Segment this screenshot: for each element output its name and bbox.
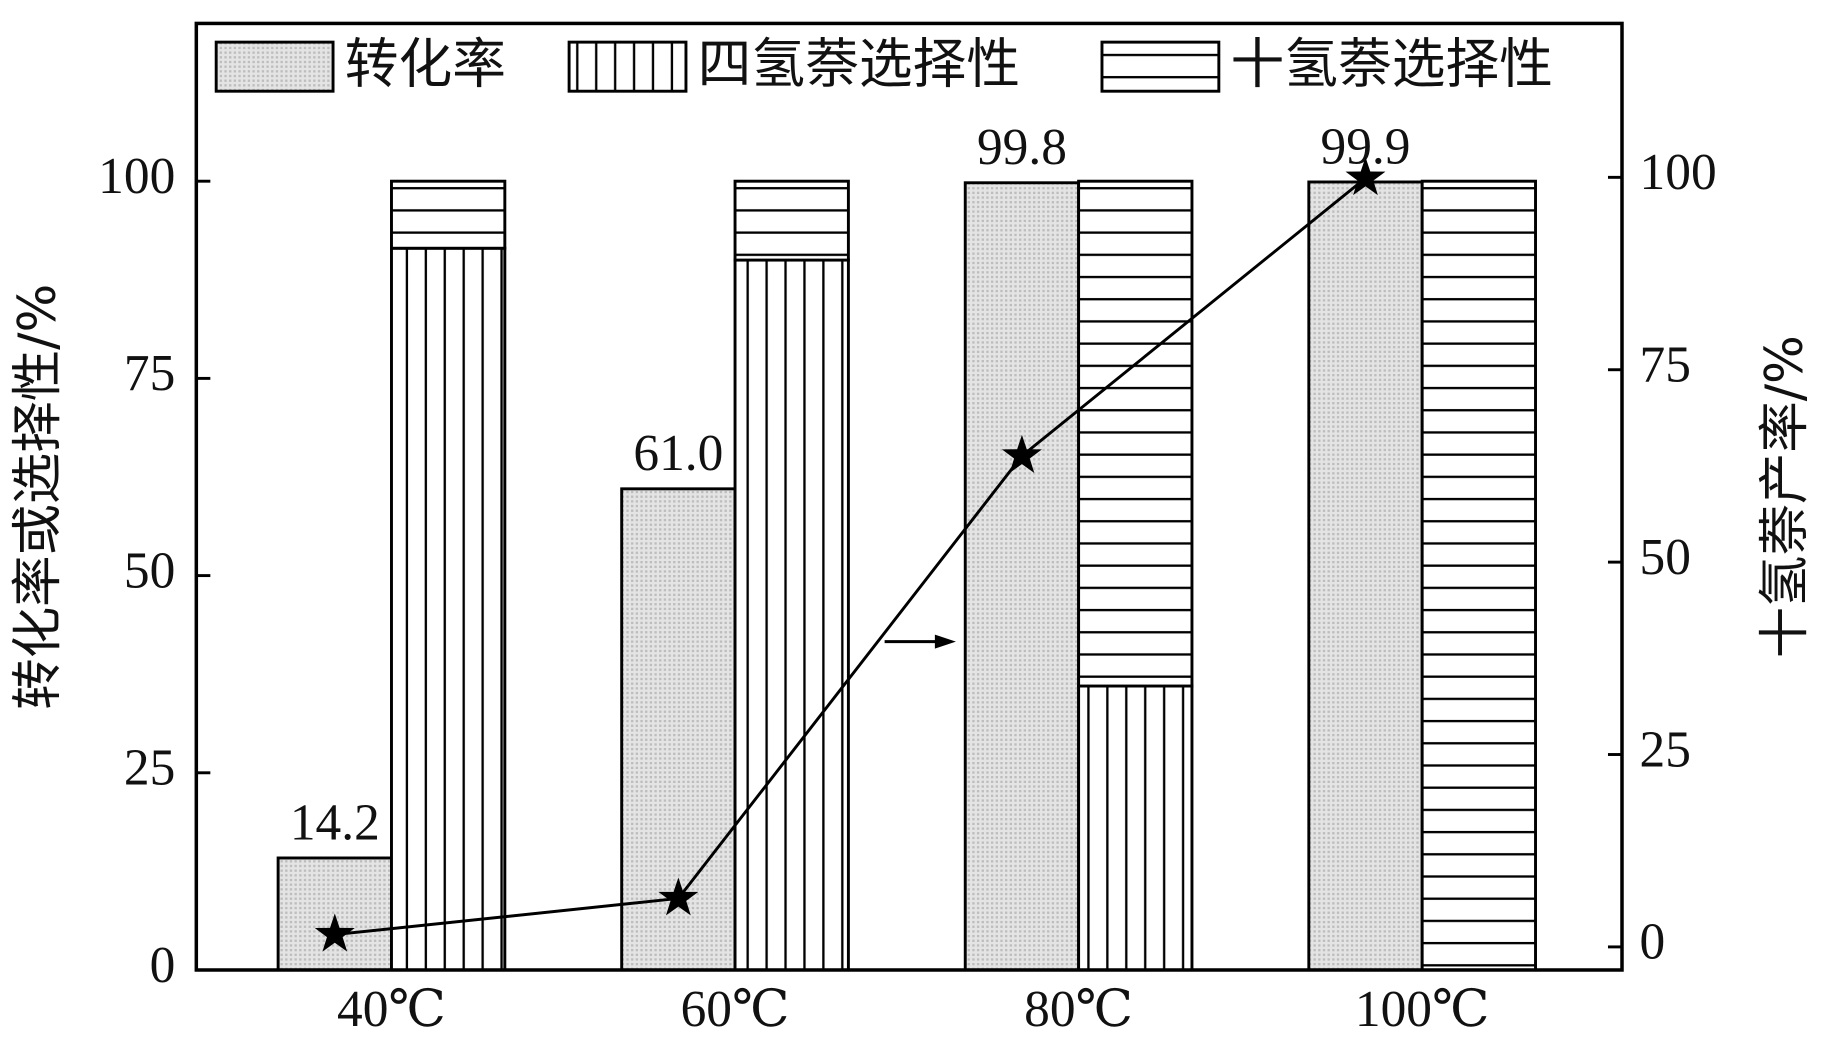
x-tick-label: 100℃: [1355, 981, 1490, 1038]
annotation-arrow: [884, 634, 956, 649]
y-tick-label: 75: [124, 345, 175, 402]
legend-swatch: [214, 40, 335, 93]
bar: [963, 181, 1081, 972]
x-tick-label: 80℃: [1024, 981, 1133, 1038]
plot-frame: [194, 21, 1624, 972]
legend-swatch: [567, 40, 688, 93]
y2-tick-label: 50: [1640, 529, 1691, 586]
star-marker: [1345, 157, 1386, 196]
bar: [1077, 684, 1194, 972]
data-label: 99.8: [977, 119, 1067, 176]
y2-tick-label: 25: [1640, 721, 1691, 778]
star-marker: [1001, 434, 1042, 473]
y-tick-label: 0: [150, 937, 176, 994]
legend-label: 四氢萘选择性: [698, 32, 1021, 95]
data-label: 61.0: [633, 425, 723, 482]
x-tick-label: 60℃: [681, 981, 790, 1038]
y-tick-label: 25: [124, 740, 175, 797]
y-tick-label: 100: [98, 148, 175, 205]
y-axis-label: 转化率或选择性/%: [8, 284, 68, 710]
bar: [1420, 179, 1537, 972]
bar: [1307, 180, 1424, 972]
star-marker: [314, 913, 355, 952]
y-tick-label: 50: [124, 542, 175, 599]
y2-tick-label: 0: [1640, 914, 1666, 971]
bar: [1077, 179, 1194, 688]
legend-label: 十氢萘选择性: [1231, 32, 1554, 95]
bar: [390, 179, 507, 250]
y2-tick-label: 100: [1640, 144, 1717, 201]
line: [334, 176, 1367, 937]
star-marker: [658, 877, 699, 916]
y2-tick-label: 75: [1640, 337, 1691, 394]
bar: [733, 179, 850, 262]
legend-label: 转化率: [345, 32, 506, 95]
legend-swatch: [1100, 40, 1221, 93]
data-label: 14.2: [290, 794, 380, 851]
bar: [733, 258, 850, 972]
x-tick-label: 40℃: [337, 981, 446, 1038]
bar: [390, 246, 507, 972]
y2-axis-label: 十氢萘产率/%: [1755, 335, 1815, 658]
